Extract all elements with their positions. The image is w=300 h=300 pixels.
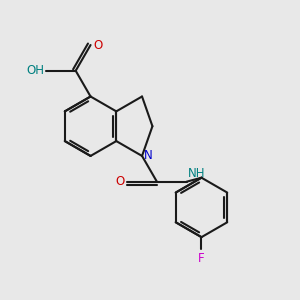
Text: NH: NH [188, 167, 206, 180]
Text: F: F [198, 252, 205, 265]
Text: OH: OH [26, 64, 44, 77]
Text: N: N [143, 149, 152, 162]
Text: O: O [115, 175, 124, 188]
Text: O: O [94, 38, 103, 52]
